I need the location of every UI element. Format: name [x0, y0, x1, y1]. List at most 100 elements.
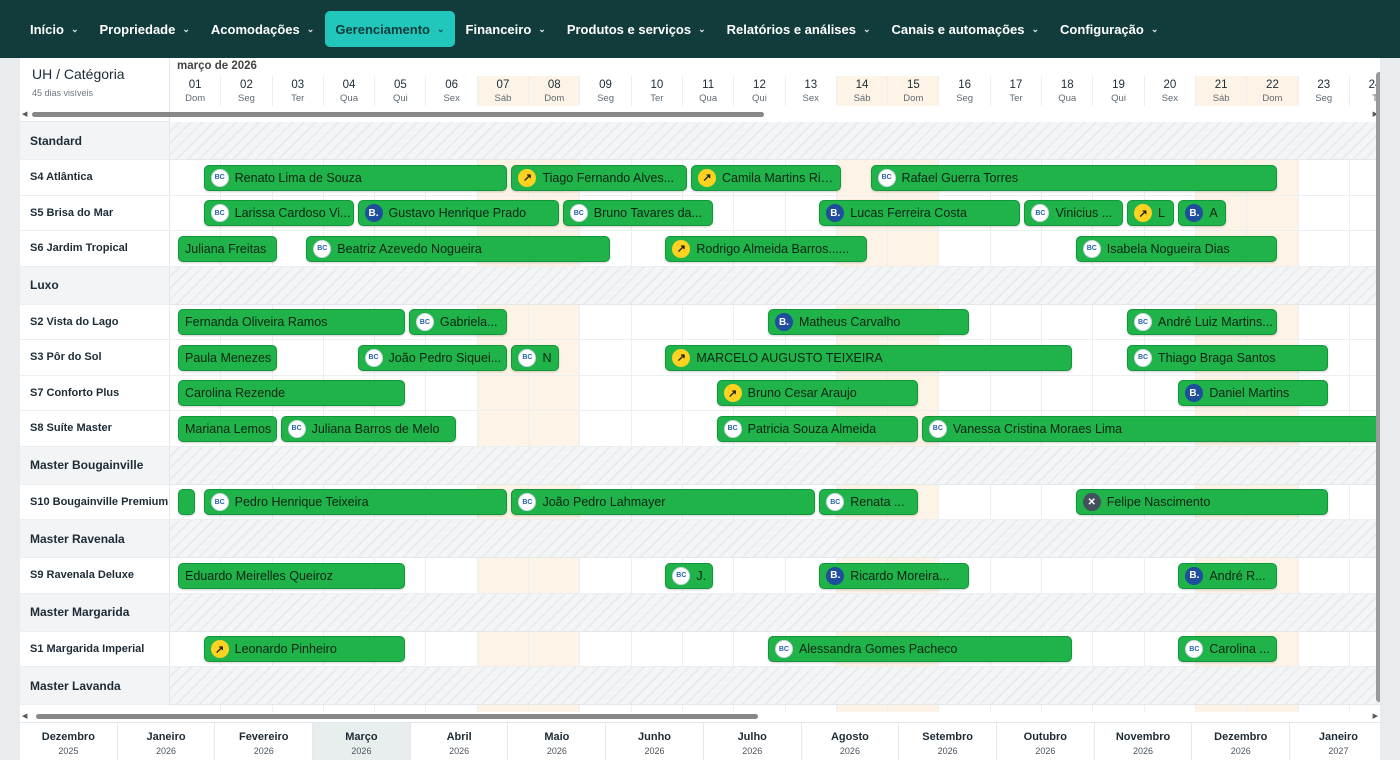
day-header-cell[interactable]: 06 Sex — [427, 76, 478, 106]
booking-bar[interactable]: Carolina Rezende — [178, 380, 405, 407]
booking-bar[interactable]: B. Lucas Ferreira Costa — [819, 200, 1021, 227]
day-header-cell[interactable]: 02 Seg — [221, 76, 273, 106]
day-header-cell[interactable]: 22 Dom — [1247, 76, 1299, 106]
day-header-cell[interactable]: 01 Dom — [170, 76, 222, 106]
day-header-cell[interactable]: 18 Qua — [1042, 76, 1094, 106]
booking-bar[interactable]: B. André R... — [1178, 562, 1277, 589]
month-tab[interactable]: Setembro 2026 — [899, 723, 997, 760]
booking-bar[interactable]: ↗ Camila Martins Ribeiro — [691, 164, 841, 191]
scroll-left-arrow-icon[interactable]: ◀ — [22, 713, 28, 720]
month-tab[interactable]: Junho 2026 — [606, 723, 704, 760]
booking-bar[interactable]: Eduardo Meirelles Queiroz — [178, 562, 405, 589]
booking-bar[interactable]: BC Vanessa Cristina Moraes Lima — [921, 415, 1380, 442]
day-header-cell[interactable]: 13 Sex — [786, 76, 837, 106]
day-header-cell[interactable]: 19 Qui — [1093, 76, 1145, 106]
booking-bar[interactable]: BC Pedro Henrique Teixeira — [203, 489, 508, 516]
booking-bar[interactable]: ↗ L — [1127, 200, 1175, 227]
month-tab[interactable]: Outubro 2026 — [997, 723, 1095, 760]
booking-bar[interactable]: BC Alessandra Gomes Pacheco — [767, 636, 1072, 663]
booking-bar[interactable]: BC Gabriela... — [408, 309, 508, 336]
day-header-cell[interactable]: 14 Sáb — [836, 76, 889, 106]
day-header-cell[interactable]: 03 Ter — [273, 76, 324, 106]
top-horizontal-scrollbar[interactable]: ◀ ▶ — [22, 110, 1378, 120]
nav-propriedade[interactable]: Propriedade ⌄ — [90, 11, 200, 47]
booking-bar[interactable]: BC J. — [665, 562, 713, 589]
booking-bar[interactable]: B. Gustavo Henrique Prado — [357, 200, 559, 227]
booking-bar[interactable]: Fernanda Oliveira Ramos — [178, 309, 405, 336]
booking-bar[interactable]: BC Thiago Braga Santos — [1127, 344, 1329, 371]
scroll-right-arrow-icon[interactable]: ▶ — [1372, 713, 1378, 720]
booking-bar[interactable]: BC Vinicius ... — [1024, 200, 1124, 227]
day-header-cell[interactable]: 04 Qua — [324, 76, 376, 106]
booking-bar[interactable]: BC André Luiz Martins... — [1127, 309, 1277, 336]
booking-bar[interactable] — [178, 489, 195, 516]
booking-bar[interactable]: ↗ MARCELO AUGUSTO TEIXEIRA — [665, 344, 1072, 371]
month-tab[interactable]: Janeiro 2027 — [1290, 723, 1380, 760]
nav-gerenciamento[interactable]: Gerenciamento ⌄ — [325, 11, 455, 47]
day-header-cell[interactable]: 05 Qui — [375, 76, 427, 106]
booking-bar[interactable]: BC Beatriz Azevedo Nogueira — [306, 235, 611, 262]
vertical-scrollbar[interactable] — [1376, 72, 1380, 712]
booking-bar[interactable]: B. Ricardo Moreira... — [819, 562, 970, 589]
nav-inicio[interactable]: Início ⌄ — [20, 11, 89, 47]
month-tab[interactable]: Fevereiro 2026 — [215, 723, 314, 760]
nav-canais-e-automacoes[interactable]: Canais e automações ⌄ — [882, 11, 1050, 47]
booking-bar[interactable]: B. A — [1178, 200, 1226, 227]
month-tab[interactable]: Julho 2026 — [704, 723, 802, 760]
day-header-cell[interactable]: 12 Qui — [734, 76, 786, 106]
month-tab[interactable]: Abril 2026 — [411, 723, 509, 760]
day-header-cell[interactable]: 23 Seg — [1299, 76, 1350, 106]
booking-bar[interactable]: BC Juliana Barros de Melo — [280, 415, 457, 442]
month-tab[interactable]: Dezembro 2026 — [1192, 723, 1291, 760]
booking-bar[interactable]: B. Matheus Carvalho — [767, 309, 970, 336]
booking-bar[interactable]: BC N — [511, 344, 559, 371]
day-header-cell[interactable]: 10 Ter — [632, 76, 683, 106]
nav-acomodacoes[interactable]: Acomodações ⌄ — [201, 11, 324, 47]
booking-bar[interactable]: ✕ Felipe Nascimento — [1075, 489, 1329, 516]
booking-bar[interactable]: BC Larissa Cardoso Vi... — [203, 200, 354, 227]
day-header-cell[interactable]: 15 Dom — [888, 76, 940, 106]
scroll-left-arrow-icon[interactable]: ◀ — [22, 111, 28, 118]
day-header-cell[interactable]: 24T — [1350, 76, 1380, 106]
day-header-cell[interactable]: 16 Seg — [940, 76, 991, 106]
nav-relatorios-e-analises[interactable]: Relatórios e análises ⌄ — [717, 11, 881, 47]
day-header-cell[interactable]: 11 Qua — [683, 76, 735, 106]
booking-bar[interactable]: ↗ Bruno Cesar Araujo — [716, 380, 918, 407]
booking-bar[interactable]: BC Patricia Souza Almeida — [716, 415, 918, 442]
booking-bar[interactable]: B. Daniel Martins — [1178, 380, 1329, 407]
nav-financeiro[interactable]: Financeiro ⌄ — [456, 11, 556, 47]
booking-bar[interactable]: Juliana Freitas — [178, 235, 277, 262]
month-tab[interactable]: Agosto 2026 — [802, 723, 900, 760]
booking-bar[interactable]: BC Renato Lima de Souza — [203, 164, 508, 191]
booking-bar[interactable]: ↗ Leonardo Pinheiro — [203, 636, 405, 663]
vertical-scroll-thumb[interactable] — [1376, 72, 1380, 702]
booking-bar[interactable]: BC Rafael Guerra Torres — [870, 164, 1277, 191]
day-header-cell[interactable]: 17 Ter — [991, 76, 1043, 106]
booking-bar[interactable]: BC Renata ... — [819, 489, 918, 516]
booking-bar[interactable]: Mariana Lemos — [178, 415, 277, 442]
day-header-cell[interactable]: 09 Seg — [580, 76, 632, 106]
booking-bar[interactable]: BC Bruno Tavares da... — [562, 200, 713, 227]
booking-bar[interactable]: BC João Pedro Siquei... — [357, 344, 508, 371]
nav-produtos-e-servicos[interactable]: Produtos e serviços ⌄ — [557, 11, 716, 47]
booking-bar[interactable]: BC Carolina ... — [1178, 636, 1277, 663]
month-tab[interactable]: Novembro 2026 — [1095, 723, 1193, 760]
booking-bar[interactable]: BC João Pedro Lahmayer — [511, 489, 816, 516]
booking-bar[interactable]: Paula Menezes — [178, 344, 277, 371]
day-header-cell[interactable]: 08 Dom — [529, 76, 581, 106]
scroll-right-arrow-icon[interactable]: ▶ — [1373, 110, 1378, 118]
booking-bar[interactable]: ↗ Rodrigo Almeida Barros...... — [665, 235, 867, 262]
month-tab[interactable]: Janeiro 2026 — [118, 723, 216, 760]
month-tab[interactable]: Dezembro 2025 — [20, 723, 118, 760]
booking-bar[interactable]: BC Isabela Nogueira Dias — [1075, 235, 1277, 262]
month-tab[interactable]: Março 2026 — [313, 723, 411, 760]
nav-configuracao[interactable]: Configuração ⌄ — [1050, 11, 1168, 47]
day-header-cell[interactable]: 07 Sáb — [477, 76, 530, 106]
day-header-cell[interactable]: 21 Sáb — [1196, 76, 1248, 106]
scroll-thumb[interactable] — [36, 714, 758, 719]
bottom-horizontal-scrollbar[interactable]: ◀ ▶ — [22, 712, 1378, 722]
month-tab[interactable]: Maio 2026 — [509, 723, 607, 760]
scroll-thumb[interactable] — [32, 112, 764, 117]
day-header-cell[interactable]: 20 Sex — [1145, 76, 1196, 106]
booking-bar[interactable]: ↗ Tiago Fernando Alves... — [511, 164, 687, 191]
